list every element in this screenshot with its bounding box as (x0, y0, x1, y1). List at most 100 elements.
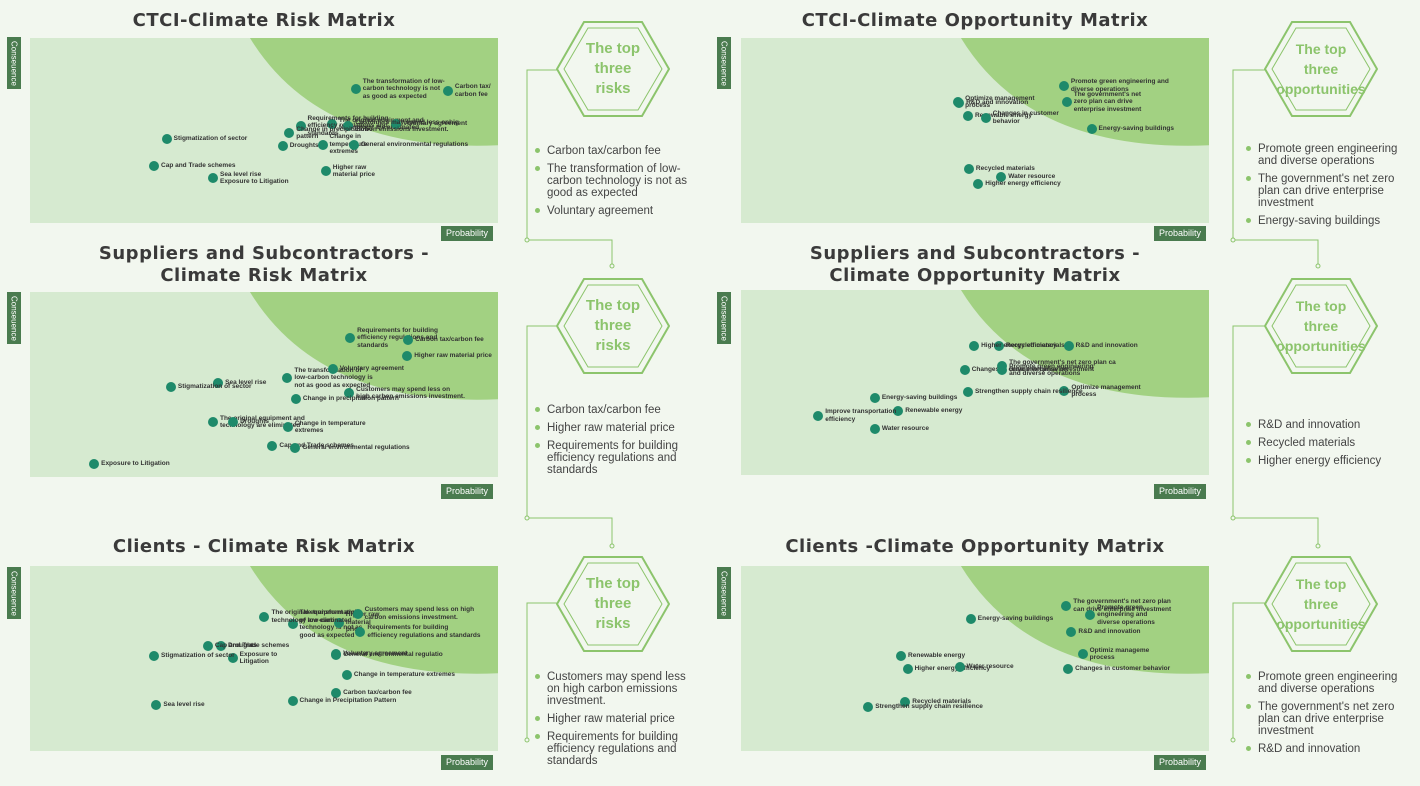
matrix-point-label: Sea level rise (163, 700, 205, 708)
matrix-point-label: Energy-saving buildings (1098, 125, 1175, 133)
top-item: Energy-saving buildings (1246, 215, 1418, 227)
matrix-point-label: Promote green engineering and diverse op… (1009, 362, 1094, 378)
matrix-point (996, 171, 1007, 182)
matrix-point (341, 670, 352, 681)
matrix-point-label: Sea level rise Exposure to Litigation (219, 170, 289, 186)
matrix-point-label: Voluntary agreement (339, 364, 404, 372)
matrix-point (813, 410, 824, 421)
top-item: Requirements for building efficiency reg… (535, 731, 705, 767)
matrix-point-label: Requirements for building efficiency reg… (307, 114, 389, 137)
matrix-point-label: Improve transportation efficiency (825, 408, 897, 423)
matrix-point (327, 363, 338, 374)
clients-risk-matrix: The transformation of low-carbon technol… (30, 566, 498, 751)
matrix-title: CTCI-Climate Risk Matrix (132, 10, 396, 31)
matrix-point (149, 650, 160, 661)
top-risk-list: Carbon tax/carbon fee Higher raw material… (535, 404, 705, 482)
matrix-point (215, 641, 226, 652)
matrix-point (355, 626, 366, 637)
hexagon-title: The top three risks (585, 575, 641, 632)
matrix-point (161, 134, 172, 144)
matrix-point (900, 696, 911, 707)
top-item: Carbon tax/carbon fee (535, 145, 705, 157)
matrix-point (348, 139, 359, 150)
top-item: Voluntary agreement (535, 205, 705, 217)
matrix-point (259, 611, 270, 622)
matrix-point-label: Changes in customer behavior (992, 110, 1059, 125)
matrix-point (1063, 341, 1074, 352)
top-opportunity-list: R&D and innovation Recycled materials High… (1246, 419, 1418, 473)
matrix-point-label: Water resource (1008, 172, 1056, 180)
matrix-point-label: General environmental regulations (302, 443, 410, 451)
top-item: Higher raw material price (535, 713, 705, 725)
matrix-point (896, 651, 907, 662)
matrix-point-label: Change in temperature extremes (294, 419, 366, 435)
top-opportunity-list: Promote green engineering and diverse op… (1246, 671, 1418, 761)
y-axis-label: Conseuence (7, 37, 21, 89)
matrix-point-label: Energy-saving buildings (977, 614, 1054, 622)
matrix-point (1085, 610, 1096, 621)
matrix-point (343, 121, 354, 132)
matrix-point (893, 406, 904, 417)
matrix-point-label: The original equipment and technology ar… (271, 609, 357, 624)
matrix-point-label: Change in precipitation pattern (302, 395, 399, 403)
matrix-point (284, 128, 295, 139)
top-three-hexagon: The top three risks (555, 20, 671, 118)
matrix-point-label: Changes in customer behavior (1075, 665, 1171, 673)
y-axis-label: Conseuence (717, 567, 731, 619)
high-risk-zone (249, 292, 498, 400)
matrix-point-label: Carbon tax/carbon fee (415, 335, 484, 343)
high-zone (960, 290, 1209, 398)
top-item: The transformation of low- carbon techno… (535, 163, 705, 199)
matrix-point (980, 112, 991, 123)
matrix-title: Suppliers and Subcontractors - Climate R… (98, 243, 430, 286)
matrix-point (282, 373, 293, 384)
matrix-point (1059, 386, 1070, 397)
matrix-point-label: General environmental regulatio (343, 650, 443, 658)
matrix-point-label: Cap and Trade schemes (161, 162, 236, 170)
matrix-point-label: Higher energy efficiency (914, 665, 991, 673)
hexagon-icon (1263, 21, 1379, 117)
matrix-point (403, 334, 414, 345)
matrix-point (344, 388, 355, 398)
matrix-point (962, 387, 973, 398)
matrix-point-label: Higher energy efficiency (985, 179, 1061, 187)
matrix-point-label: Recycled materials (975, 164, 1035, 172)
suppliers-risk-matrix: Requirements for building efficiency reg… (30, 292, 498, 477)
high-risk-zone (249, 38, 498, 146)
top-item: Recycled materials (1246, 437, 1418, 449)
clients-opportunity-matrix: The government's net zero plan can drive… (741, 566, 1209, 751)
matrix-point (207, 417, 218, 428)
top-three-hexagon: The top three opportunities (1263, 277, 1379, 375)
matrix-point (963, 163, 974, 174)
suppliers-opportunity-matrix: Recycled materials R&D and innovation High… (741, 290, 1209, 475)
top-item: Carbon tax/carbon fee (535, 404, 705, 416)
matrix-point-label: The transformation of low- carbon techno… (362, 77, 445, 100)
y-axis-label: Conseuence (7, 292, 21, 344)
matrix-point (969, 341, 980, 352)
matrix-point (997, 365, 1008, 376)
hexagon-icon (1263, 278, 1379, 374)
matrix-point-label: Exposure to Litigation (101, 459, 170, 467)
matrix-point (317, 139, 328, 150)
high-risk-zone (960, 566, 1209, 674)
hexagon-icon (1263, 556, 1379, 652)
matrix-point-label: Customers may spend less onhig carbon em… (355, 118, 459, 134)
matrix-point (149, 161, 160, 172)
matrix-point-label: Water resource (966, 663, 1014, 670)
matrix-point-label: Droughts (240, 418, 269, 426)
matrix-title: Suppliers and Subcontractors - Climate O… (809, 243, 1141, 286)
high-risk-zone (960, 290, 1209, 398)
high-zone (960, 566, 1209, 674)
matrix-point (333, 617, 344, 628)
matrix-point-label: Higher energy efficiency (981, 342, 1057, 350)
x-axis-label: Probability (1154, 755, 1207, 770)
hexagon-icon (555, 278, 671, 374)
matrix-point-label: Recycled materials (912, 697, 972, 705)
matrix-point-label: General environmental regulations (360, 140, 469, 148)
matrix-point (1066, 627, 1077, 638)
top-item: Customers may spend less on high carbon … (535, 671, 705, 707)
matrix-point-label: Strengthen supply chain resilience (974, 388, 1083, 396)
matrix-point-label: Voluntary agreement (402, 120, 468, 128)
matrix-point (1077, 649, 1088, 660)
hexagon-icon (555, 556, 671, 652)
